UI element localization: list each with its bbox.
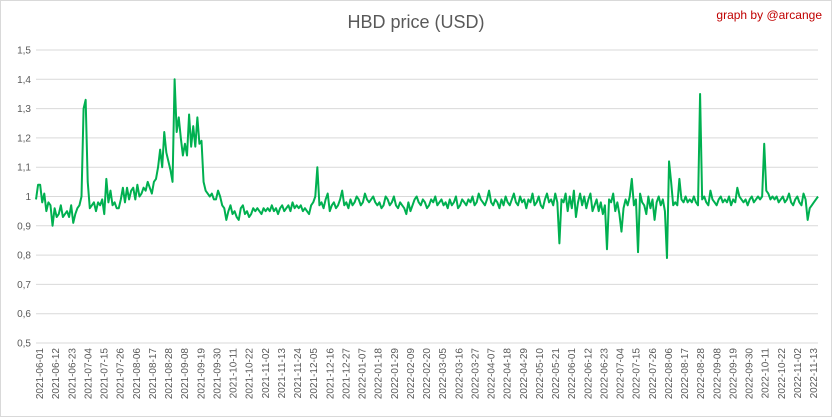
- x-tick-label: 2022-02-09: [406, 348, 417, 400]
- y-tick-label: 1,3: [17, 104, 31, 115]
- x-tick-label: 2022-05-10: [535, 348, 546, 400]
- x-tick-label: 2022-09-30: [745, 348, 756, 400]
- x-tick-label: 2021-07-26: [116, 348, 127, 400]
- x-tick-label: 2022-05-21: [551, 348, 562, 400]
- x-tick-label: 2021-09-08: [180, 348, 191, 400]
- x-tick-label: 2021-12-05: [309, 348, 320, 400]
- x-tick-label: 2021-11-13: [277, 348, 288, 399]
- x-tick-label: 2021-12-27: [341, 348, 352, 400]
- chart-title: HBD price (USD): [347, 12, 485, 32]
- x-tick-label: 2021-11-24: [293, 348, 304, 399]
- y-tick-label: 0,6: [17, 309, 31, 320]
- x-tick-label: 2022-03-05: [438, 348, 449, 400]
- x-tick-label: 2022-06-23: [599, 348, 610, 400]
- x-tick-label: 2021-06-01: [35, 348, 46, 400]
- x-tick-label: 2022-08-06: [664, 348, 675, 400]
- x-tick-label: 2022-07-15: [632, 348, 643, 400]
- x-tick-label: 2021-09-30: [212, 348, 223, 400]
- x-tick-label: 2022-03-16: [454, 348, 465, 400]
- x-tick-label: 2021-09-19: [196, 348, 207, 400]
- y-tick-label: 0,8: [17, 251, 31, 262]
- x-tick-label: 2021-12-16: [325, 348, 336, 400]
- x-tick-label: 2022-01-07: [358, 348, 369, 400]
- x-tick-label: 2022-04-07: [487, 348, 498, 400]
- x-tick-label: 2022-11-13: [809, 348, 820, 399]
- x-tick-label: 2021-07-15: [100, 348, 111, 400]
- x-tick-label: 2022-02-20: [422, 348, 433, 400]
- x-tick-label: 2022-09-08: [712, 348, 723, 400]
- x-tick-label: 2021-08-06: [132, 348, 143, 400]
- x-tick-label: 2021-06-12: [51, 348, 62, 400]
- y-tick-label: 1,2: [17, 133, 31, 144]
- x-tick-label: 2022-10-11: [761, 348, 772, 399]
- chart-credit: graph by @arcange: [716, 8, 822, 22]
- y-tick-label: 1,5: [17, 46, 31, 57]
- x-tick-label: 2021-10-22: [245, 348, 256, 400]
- x-tick-label: 2022-01-29: [390, 348, 401, 400]
- x-tick-label: 2022-07-04: [616, 348, 627, 400]
- x-tick-label: 2022-01-18: [374, 348, 385, 400]
- x-tick-label: 2021-08-17: [148, 348, 159, 400]
- y-tick-label: 1: [25, 192, 31, 203]
- x-tick-label: 2022-04-29: [519, 348, 530, 400]
- x-tick-label: 2022-03-27: [470, 348, 481, 400]
- x-tick-label: 2021-08-28: [164, 348, 175, 400]
- x-tick-label: 2021-11-02: [261, 348, 272, 399]
- x-tick-label: 2022-06-12: [583, 348, 594, 400]
- x-tick-label: 2022-06-01: [567, 348, 578, 400]
- y-tick-label: 0,7: [17, 280, 31, 291]
- x-tick-label: 2022-09-19: [728, 348, 739, 400]
- x-tick-label: 2021-06-23: [67, 348, 78, 400]
- x-tick-label: 2022-07-26: [648, 348, 659, 400]
- y-tick-label: 0,9: [17, 221, 31, 232]
- y-tick-label: 0,5: [17, 339, 31, 350]
- series-line: [35, 78, 819, 260]
- x-tick-label: 2022-11-02: [793, 348, 804, 399]
- x-tick-label: 2022-04-18: [503, 348, 514, 400]
- x-tick-label: 2021-10-11: [229, 348, 240, 399]
- x-tick-label: 2022-08-17: [680, 348, 691, 400]
- x-tick-label: 2021-07-04: [83, 348, 94, 400]
- x-tick-label: 2022-08-28: [696, 348, 707, 400]
- y-tick-label: 1,1: [17, 163, 31, 174]
- y-tick-label: 1,4: [17, 75, 31, 86]
- x-tick-label: 2022-10-22: [777, 348, 788, 400]
